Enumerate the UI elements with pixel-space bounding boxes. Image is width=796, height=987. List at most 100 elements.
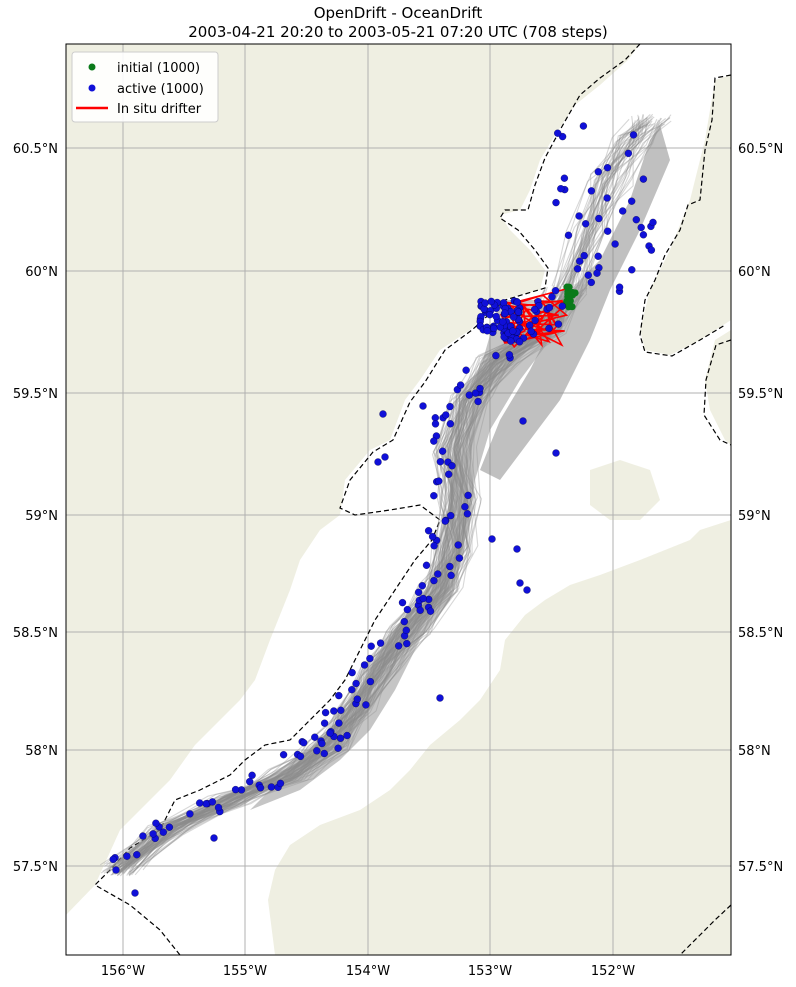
active-particle xyxy=(480,305,488,313)
trajectory-line xyxy=(563,123,665,289)
initial-particles xyxy=(562,283,579,311)
active-particle xyxy=(376,639,385,647)
trajectory-line xyxy=(583,120,672,289)
active-particle xyxy=(379,410,387,418)
active-particle xyxy=(558,302,566,310)
land-east-lower xyxy=(705,330,731,445)
y-tick-labels-right: 60.5°N 60°N 59.5°N 59°N 58.5°N 58°N 57.5°N xyxy=(738,142,783,875)
y-tick-label-right: 59.5°N xyxy=(738,387,783,402)
active-particle xyxy=(593,269,601,277)
active-particle xyxy=(337,706,345,714)
active-particle xyxy=(526,321,534,329)
trajectory-line xyxy=(565,116,640,291)
active-particle xyxy=(318,739,326,748)
active-particle xyxy=(438,447,447,455)
active-particle xyxy=(501,309,509,317)
boundary-southeast xyxy=(679,904,731,955)
active-particle xyxy=(441,517,449,525)
active-particle xyxy=(202,800,210,808)
active-particle xyxy=(335,719,343,727)
initial-particle xyxy=(568,303,576,311)
x-tick-label: 156°W xyxy=(101,964,145,979)
active-particle xyxy=(465,391,473,399)
active-particle xyxy=(582,220,590,228)
active-particle xyxy=(492,312,500,321)
active-particle xyxy=(554,320,563,328)
boundary-lines xyxy=(94,44,731,955)
land-west xyxy=(66,44,640,915)
active-particle xyxy=(436,458,445,466)
active-particle xyxy=(624,149,633,158)
legend-box xyxy=(71,51,219,123)
active-particle xyxy=(360,661,369,669)
active-particle xyxy=(509,327,517,335)
active-particle xyxy=(519,417,527,425)
active-particle xyxy=(587,278,595,287)
active-particles xyxy=(109,122,657,897)
active-particle xyxy=(649,218,657,227)
active-particle xyxy=(594,168,602,176)
active-particle xyxy=(531,316,539,325)
active-particle xyxy=(149,830,157,838)
active-particle xyxy=(513,298,521,306)
active-particle xyxy=(564,231,573,239)
active-particle xyxy=(335,691,343,700)
boundary-west xyxy=(94,44,641,955)
active-particle xyxy=(311,733,319,741)
active-particle xyxy=(551,287,560,295)
active-particle xyxy=(267,783,276,791)
active-particle xyxy=(424,527,433,535)
active-particle xyxy=(637,223,645,232)
active-particle xyxy=(454,541,462,549)
active-particle xyxy=(231,785,240,794)
active-particle xyxy=(276,779,285,788)
active-particle xyxy=(419,402,427,410)
active-particle xyxy=(430,492,438,500)
trajectory-line xyxy=(569,115,635,285)
active-particle xyxy=(186,810,194,818)
active-particle xyxy=(603,194,611,202)
active-particle xyxy=(575,212,583,220)
active-particle xyxy=(584,271,592,279)
active-particle xyxy=(362,701,370,709)
active-particle xyxy=(334,744,342,752)
y-tick-label-left: 58.5°N xyxy=(13,626,58,641)
active-particle xyxy=(366,677,375,686)
active-particle xyxy=(516,579,524,587)
active-particle xyxy=(448,462,456,470)
legend-drifter-label: In situ drifter xyxy=(117,102,202,117)
active-particle xyxy=(348,668,356,677)
trajectory-line xyxy=(581,117,648,291)
land-islet xyxy=(555,630,590,665)
trajectory-line xyxy=(562,122,645,285)
trajectory-line xyxy=(574,123,643,294)
active-particle xyxy=(343,731,351,740)
active-particle xyxy=(416,606,424,614)
active-particle xyxy=(313,747,321,755)
y-tick-label-left: 60°N xyxy=(25,265,58,280)
x-tick-labels: 156°W 155°W 154°W 153°W 152°W xyxy=(101,964,635,979)
active-particle xyxy=(515,338,524,346)
active-particle xyxy=(431,414,439,422)
trajectory-line xyxy=(578,116,655,287)
active-particle xyxy=(367,642,375,650)
y-tick-label-left: 60.5°N xyxy=(13,142,58,157)
active-particle xyxy=(647,246,656,254)
active-particle xyxy=(348,686,356,694)
active-particle xyxy=(628,197,636,205)
active-particle xyxy=(560,174,569,182)
active-particle xyxy=(507,337,515,345)
land-kodiak-island xyxy=(268,520,731,955)
trajectory-line xyxy=(568,117,671,295)
active-particle xyxy=(330,707,338,715)
active-particle xyxy=(446,420,455,428)
active-particle xyxy=(196,799,204,807)
active-particle xyxy=(447,571,455,580)
gridlines xyxy=(66,44,731,955)
trajectory-line xyxy=(555,113,644,294)
map-frame xyxy=(65,43,732,956)
trajectory-line xyxy=(565,123,653,296)
active-particle xyxy=(430,542,438,550)
active-particle xyxy=(246,777,254,786)
active-particle xyxy=(436,694,444,702)
